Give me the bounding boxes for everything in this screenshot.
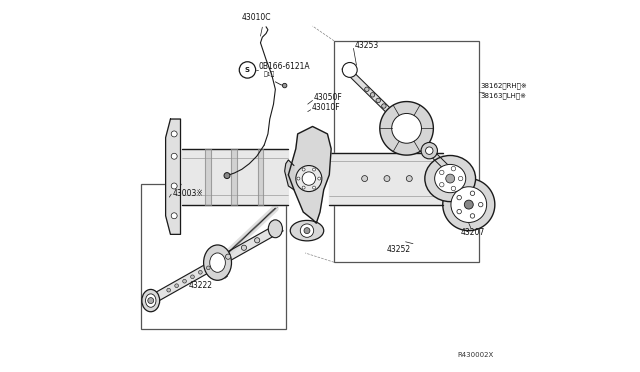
- Polygon shape: [380, 102, 433, 155]
- Circle shape: [172, 131, 177, 137]
- Polygon shape: [257, 149, 264, 205]
- Circle shape: [404, 126, 409, 131]
- Circle shape: [470, 214, 475, 218]
- Circle shape: [296, 166, 322, 192]
- Polygon shape: [285, 160, 294, 190]
- Circle shape: [318, 177, 321, 180]
- Circle shape: [387, 109, 392, 114]
- Circle shape: [384, 176, 390, 182]
- Text: S: S: [245, 67, 250, 73]
- Circle shape: [457, 195, 461, 200]
- Circle shape: [381, 104, 386, 108]
- Circle shape: [465, 200, 473, 209]
- Text: 43253: 43253: [354, 41, 378, 50]
- Circle shape: [241, 245, 246, 250]
- Circle shape: [312, 168, 316, 171]
- Circle shape: [392, 113, 422, 143]
- Polygon shape: [147, 223, 283, 305]
- Circle shape: [198, 270, 202, 274]
- Ellipse shape: [142, 289, 159, 312]
- Circle shape: [451, 186, 456, 191]
- Polygon shape: [443, 179, 495, 231]
- Circle shape: [239, 62, 255, 78]
- Text: 43003※: 43003※: [172, 189, 203, 198]
- Ellipse shape: [204, 245, 232, 280]
- Circle shape: [304, 228, 310, 234]
- Circle shape: [167, 288, 170, 292]
- Ellipse shape: [268, 220, 282, 238]
- Text: 43222: 43222: [189, 281, 213, 290]
- Circle shape: [421, 142, 438, 159]
- Circle shape: [362, 176, 367, 182]
- Polygon shape: [330, 153, 443, 205]
- Circle shape: [470, 191, 475, 196]
- Bar: [141, 184, 286, 329]
- Circle shape: [451, 166, 456, 171]
- Circle shape: [300, 224, 314, 237]
- Text: 38162（RH）※: 38162（RH）※: [480, 82, 527, 89]
- Circle shape: [440, 182, 444, 187]
- Circle shape: [255, 238, 260, 243]
- Circle shape: [282, 83, 287, 88]
- Circle shape: [451, 187, 486, 222]
- Circle shape: [297, 177, 300, 180]
- Circle shape: [342, 62, 357, 77]
- Polygon shape: [289, 126, 331, 223]
- Circle shape: [479, 202, 483, 207]
- Ellipse shape: [425, 155, 476, 202]
- Ellipse shape: [435, 164, 466, 193]
- Polygon shape: [166, 119, 180, 234]
- Circle shape: [148, 298, 154, 304]
- Circle shape: [172, 183, 177, 189]
- Circle shape: [458, 176, 463, 181]
- Circle shape: [224, 173, 230, 179]
- Circle shape: [175, 284, 179, 288]
- Polygon shape: [205, 149, 211, 205]
- Circle shape: [371, 93, 375, 97]
- Ellipse shape: [145, 294, 156, 307]
- Polygon shape: [232, 149, 237, 205]
- Circle shape: [302, 172, 316, 185]
- Circle shape: [207, 266, 210, 270]
- Text: 43050F: 43050F: [314, 93, 342, 102]
- Text: 0B166-6121A: 0B166-6121A: [259, 62, 310, 71]
- Circle shape: [393, 115, 397, 119]
- Text: 43207: 43207: [461, 228, 485, 237]
- Circle shape: [312, 186, 316, 189]
- Ellipse shape: [291, 220, 324, 241]
- Bar: [334, 41, 479, 262]
- Text: 38163（LH）※: 38163（LH）※: [480, 93, 526, 99]
- Circle shape: [172, 153, 177, 159]
- Text: R430002X: R430002X: [458, 352, 494, 358]
- Circle shape: [172, 213, 177, 219]
- Text: 43010C: 43010C: [242, 13, 271, 22]
- Circle shape: [182, 279, 186, 283]
- Circle shape: [399, 121, 403, 125]
- Circle shape: [365, 87, 369, 92]
- Polygon shape: [342, 65, 460, 181]
- Circle shape: [191, 275, 195, 279]
- Text: 43010F: 43010F: [312, 103, 340, 112]
- Ellipse shape: [210, 253, 225, 272]
- Polygon shape: [182, 149, 289, 205]
- Circle shape: [426, 147, 433, 154]
- Circle shape: [302, 186, 305, 189]
- Text: （1）: （1）: [264, 71, 275, 77]
- Text: 43252: 43252: [387, 246, 411, 254]
- Circle shape: [302, 168, 305, 171]
- Circle shape: [225, 254, 230, 259]
- Circle shape: [376, 98, 380, 103]
- Circle shape: [445, 174, 454, 183]
- Circle shape: [457, 209, 461, 214]
- Circle shape: [440, 170, 444, 175]
- Circle shape: [406, 176, 412, 182]
